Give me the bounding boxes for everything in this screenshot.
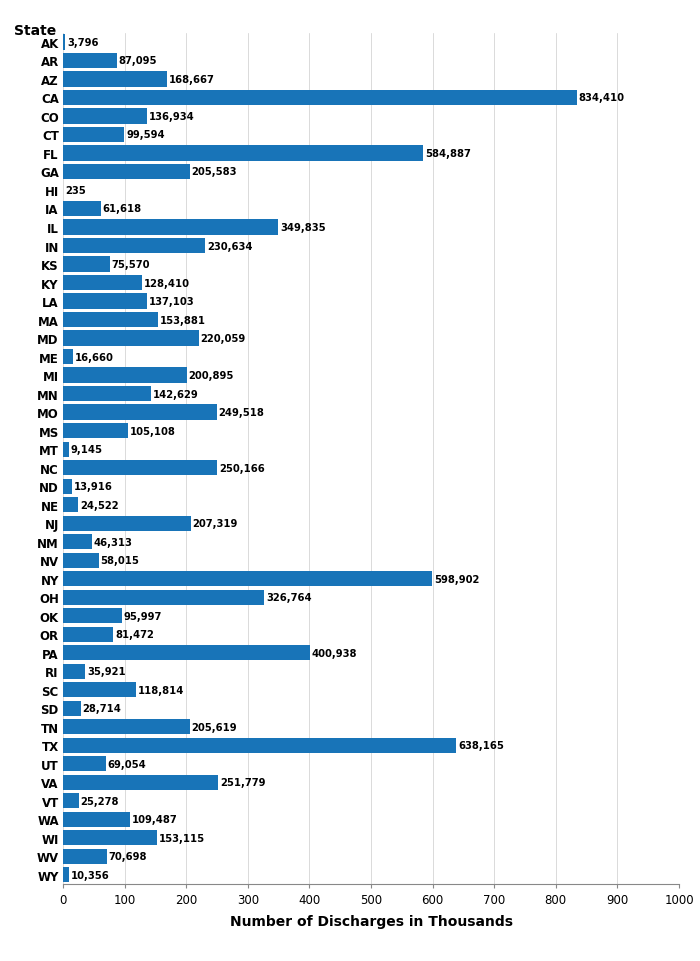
Text: 205,583: 205,583 xyxy=(192,167,237,177)
Text: 326,764: 326,764 xyxy=(266,593,312,603)
Text: 349,835: 349,835 xyxy=(280,223,326,233)
Text: 61,618: 61,618 xyxy=(103,205,142,214)
Text: 3,796: 3,796 xyxy=(67,37,99,48)
Text: 75,570: 75,570 xyxy=(111,259,150,270)
Text: 109,487: 109,487 xyxy=(132,814,178,825)
Bar xyxy=(63,682,136,698)
Bar xyxy=(63,646,310,660)
Bar xyxy=(63,350,74,365)
Text: 200,895: 200,895 xyxy=(188,371,234,381)
Text: 638,165: 638,165 xyxy=(458,741,504,751)
Text: 95,997: 95,997 xyxy=(124,611,162,621)
Bar xyxy=(63,220,279,235)
Bar xyxy=(63,276,142,291)
Text: 400,938: 400,938 xyxy=(312,648,357,658)
Text: 35,921: 35,921 xyxy=(87,667,125,677)
Text: 249,518: 249,518 xyxy=(218,407,265,418)
Text: 250,166: 250,166 xyxy=(219,463,265,473)
Text: 128,410: 128,410 xyxy=(144,279,190,288)
Bar xyxy=(63,590,265,605)
Text: 205,619: 205,619 xyxy=(192,722,237,732)
Text: 136,934: 136,934 xyxy=(149,111,195,122)
Bar xyxy=(63,128,125,143)
Bar xyxy=(63,294,148,309)
Text: 16,660: 16,660 xyxy=(75,352,114,362)
Bar xyxy=(63,386,151,402)
Text: 118,814: 118,814 xyxy=(138,685,184,695)
Text: 235: 235 xyxy=(65,185,85,196)
Bar xyxy=(63,664,85,679)
Bar xyxy=(63,701,80,716)
Text: 584,887: 584,887 xyxy=(425,149,471,159)
Bar xyxy=(63,460,217,476)
Bar xyxy=(63,738,456,753)
Bar xyxy=(63,553,99,568)
Bar xyxy=(63,498,78,512)
Text: 153,881: 153,881 xyxy=(160,315,206,325)
Bar xyxy=(63,849,106,864)
Bar xyxy=(63,146,424,161)
Text: 168,667: 168,667 xyxy=(169,75,215,85)
Bar xyxy=(63,406,217,420)
Bar xyxy=(63,332,199,346)
Text: 58,015: 58,015 xyxy=(101,555,139,566)
Text: 81,472: 81,472 xyxy=(115,629,154,639)
Bar xyxy=(63,238,205,254)
Text: 69,054: 69,054 xyxy=(107,759,146,769)
Bar xyxy=(63,36,65,51)
Text: State: State xyxy=(14,24,56,38)
X-axis label: Number of Discharges in Thousands: Number of Discharges in Thousands xyxy=(230,915,512,928)
Bar xyxy=(63,812,130,827)
Bar xyxy=(63,534,92,550)
Bar xyxy=(63,608,122,624)
Bar xyxy=(63,720,190,734)
Text: 220,059: 220,059 xyxy=(200,333,246,344)
Text: 70,698: 70,698 xyxy=(108,851,147,861)
Bar xyxy=(63,424,127,439)
Bar xyxy=(63,867,69,882)
Bar xyxy=(63,202,101,217)
Text: 87,095: 87,095 xyxy=(118,57,157,66)
Text: 834,410: 834,410 xyxy=(579,93,625,104)
Text: 137,103: 137,103 xyxy=(149,297,195,307)
Text: 207,319: 207,319 xyxy=(193,519,238,529)
Bar xyxy=(63,368,187,383)
Bar xyxy=(63,756,106,772)
Text: 251,779: 251,779 xyxy=(220,777,265,787)
Bar xyxy=(63,572,432,586)
Bar xyxy=(63,830,158,846)
Bar xyxy=(63,72,167,87)
Text: 13,916: 13,916 xyxy=(74,481,112,492)
Text: 105,108: 105,108 xyxy=(130,426,176,436)
Bar xyxy=(63,90,577,106)
Text: 25,278: 25,278 xyxy=(80,796,119,806)
Text: 24,522: 24,522 xyxy=(80,500,118,510)
Text: 153,115: 153,115 xyxy=(159,833,205,843)
Text: 10,356: 10,356 xyxy=(71,870,110,880)
Bar xyxy=(63,479,71,494)
Text: 99,594: 99,594 xyxy=(126,131,164,140)
Bar xyxy=(63,627,113,642)
Bar xyxy=(63,164,190,180)
Text: 46,313: 46,313 xyxy=(93,537,132,547)
Bar xyxy=(63,775,218,790)
Bar xyxy=(63,258,110,272)
Text: 9,145: 9,145 xyxy=(71,445,102,455)
Bar xyxy=(63,516,190,531)
Bar xyxy=(63,110,148,124)
Text: 230,634: 230,634 xyxy=(207,241,253,251)
Bar xyxy=(63,312,158,328)
Bar xyxy=(63,442,69,457)
Text: 28,714: 28,714 xyxy=(83,703,121,713)
Bar xyxy=(63,54,117,69)
Text: 598,902: 598,902 xyxy=(434,574,479,584)
Text: 142,629: 142,629 xyxy=(153,389,199,399)
Bar xyxy=(63,794,78,808)
